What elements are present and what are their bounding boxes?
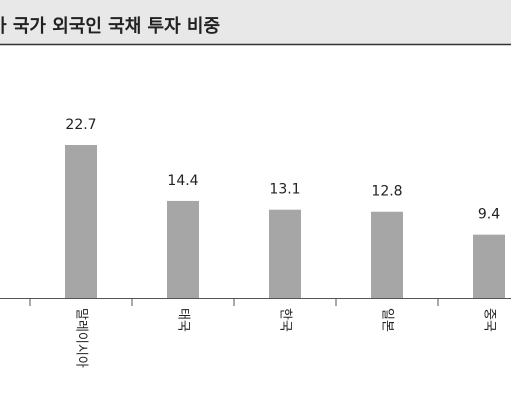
bar bbox=[65, 145, 97, 298]
value-label: 13.1 bbox=[269, 182, 300, 198]
value-label: 9.4 bbox=[478, 207, 500, 223]
x-tick-label: 일본 bbox=[380, 308, 395, 332]
bar bbox=[269, 209, 301, 298]
value-label: 22.7 bbox=[65, 117, 96, 133]
x-tick-label: 말레이시아 bbox=[74, 308, 89, 368]
bar bbox=[167, 200, 199, 298]
x-tick-label: 태국 bbox=[176, 308, 191, 332]
value-label: 14.4 bbox=[167, 173, 198, 189]
value-label: 12.8 bbox=[371, 184, 402, 200]
x-tick-label: 한국 bbox=[278, 308, 293, 332]
x-tick-label: 중국 bbox=[482, 308, 497, 332]
title-band bbox=[0, 0, 511, 44]
bar bbox=[371, 211, 403, 298]
chart-title: 아 국가 외국인 국채 투자 비중 bbox=[0, 16, 220, 37]
bar bbox=[473, 234, 505, 298]
